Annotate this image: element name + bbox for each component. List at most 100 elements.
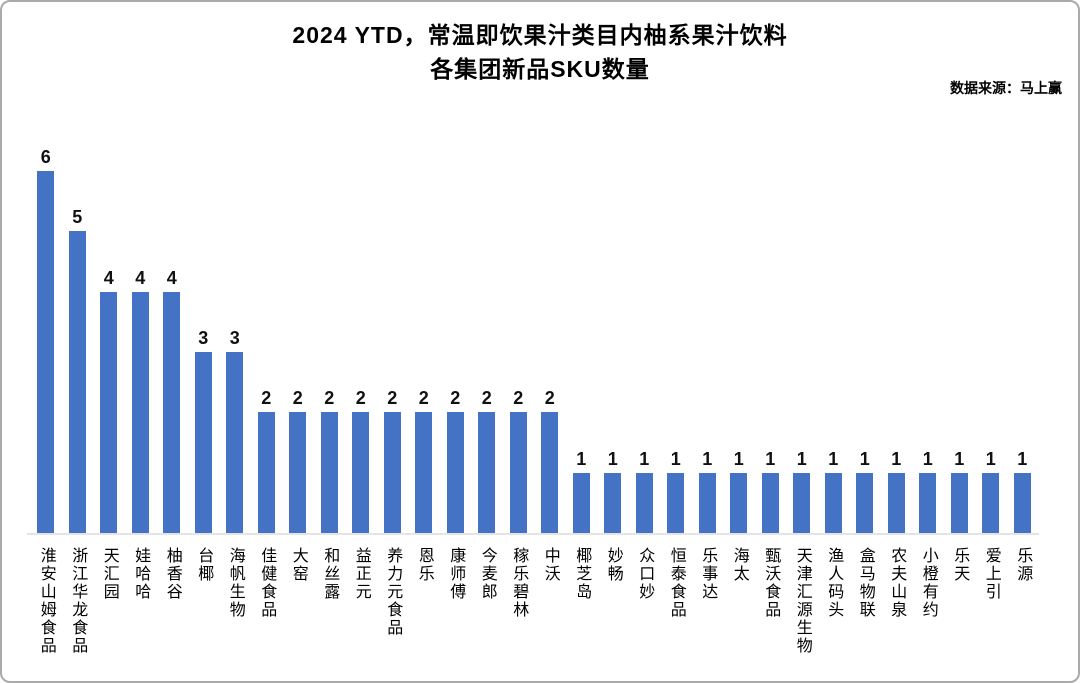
bar xyxy=(163,292,181,533)
bar xyxy=(541,412,559,533)
bar-value-label: 4 xyxy=(166,268,177,288)
bar-value-label: 2 xyxy=(292,388,303,408)
bar xyxy=(730,473,748,533)
data-source-note: 数据来源：马上赢 xyxy=(950,82,1062,97)
bar-column: 1 xyxy=(755,142,787,533)
bar xyxy=(100,292,118,533)
category-label: 康师傅 xyxy=(447,547,465,601)
category-label-cell: 妙畅 xyxy=(597,547,629,655)
bar-column: 3 xyxy=(188,142,220,533)
category-label: 恒泰食品 xyxy=(667,547,685,619)
category-label: 佳健食品 xyxy=(258,547,276,619)
category-label-cell: 佳健食品 xyxy=(251,547,283,655)
bar-column: 1 xyxy=(818,142,850,533)
bar-value-label: 1 xyxy=(891,449,902,469)
bar-column: 6 xyxy=(30,142,62,533)
bar-column: 2 xyxy=(408,142,440,533)
category-label-cell: 大窑 xyxy=(282,547,314,655)
category-label: 乐源 xyxy=(1014,547,1032,583)
category-label: 浙江华龙食品 xyxy=(69,547,87,655)
bar-value-label: 4 xyxy=(103,268,114,288)
bar xyxy=(68,231,86,533)
bar-value-label: 4 xyxy=(135,268,146,288)
bar-value-label: 2 xyxy=(544,388,555,408)
category-label-cell: 天汇园 xyxy=(93,547,125,655)
category-label: 恩乐 xyxy=(415,547,433,583)
bar-value-label: 1 xyxy=(733,449,744,469)
bar-value-label: 3 xyxy=(198,328,209,348)
bar xyxy=(919,473,937,533)
bar-column: 1 xyxy=(975,142,1007,533)
bar xyxy=(131,292,149,533)
bar-value-label: 2 xyxy=(261,388,272,408)
bar xyxy=(257,412,275,533)
bar xyxy=(856,473,874,533)
category-label-cell: 农夫山泉 xyxy=(881,547,913,655)
bar-column: 4 xyxy=(156,142,188,533)
bar-value-label: 1 xyxy=(639,449,650,469)
bar-value-label: 1 xyxy=(1017,449,1028,469)
chart-title-line2: 各集团新品SKU数量 xyxy=(430,56,650,82)
category-label-cell: 今麦郎 xyxy=(471,547,503,655)
category-label-cell: 恩乐 xyxy=(408,547,440,655)
bar-value-label: 2 xyxy=(450,388,461,408)
bar xyxy=(761,473,779,533)
bar-column: 2 xyxy=(503,142,535,533)
bar xyxy=(320,412,338,533)
bar-value-label: 2 xyxy=(355,388,366,408)
bar-value-label: 1 xyxy=(828,449,839,469)
bar-column: 1 xyxy=(944,142,976,533)
category-label-cell: 台椰 xyxy=(188,547,220,655)
category-label-cell: 天津汇源生物 xyxy=(786,547,818,655)
category-label: 渔人码头 xyxy=(825,547,843,619)
category-label-cell: 稼乐碧林 xyxy=(503,547,535,655)
bar xyxy=(604,473,622,533)
category-label-cell: 渔人码头 xyxy=(818,547,850,655)
category-label: 柚香谷 xyxy=(163,547,181,601)
chart-title: 2024 YTD，常温即饮果汁类目内柚系果汁饮料 各集团新品SKU数量 xyxy=(2,18,1078,86)
bar-value-label: 1 xyxy=(859,449,870,469)
chart-title-line1: 2024 YTD，常温即饮果汁类目内柚系果汁饮料 xyxy=(292,22,788,48)
bar-column: 1 xyxy=(660,142,692,533)
bar xyxy=(887,473,905,533)
category-label-cell: 爱上引 xyxy=(975,547,1007,655)
bar-column: 2 xyxy=(282,142,314,533)
bar xyxy=(793,473,811,533)
bar-column: 2 xyxy=(345,142,377,533)
category-label: 甄沃食品 xyxy=(762,547,780,619)
category-label-cell: 椰芝岛 xyxy=(566,547,598,655)
category-label: 海帆生物 xyxy=(226,547,244,619)
bar-value-label: 2 xyxy=(387,388,398,408)
category-label-cell: 和丝露 xyxy=(314,547,346,655)
category-label-cell: 恒泰食品 xyxy=(660,547,692,655)
category-label-cell: 娃哈哈 xyxy=(125,547,157,655)
category-label-cell: 海太 xyxy=(723,547,755,655)
category-label: 淮安山姆食品 xyxy=(37,547,55,655)
bar-column: 2 xyxy=(251,142,283,533)
bar-value-label: 1 xyxy=(607,449,618,469)
category-label: 中沃 xyxy=(541,547,559,583)
bar-value-label: 6 xyxy=(40,147,51,167)
x-axis-labels: 淮安山姆食品 浙江华龙食品 天汇园 娃哈哈 柚香谷 台椰 海帆生物 佳健食品 大窑 和丝露 益正元养… xyxy=(30,547,1038,655)
bar-column: 1 xyxy=(692,142,724,533)
category-label-cell: 益正元 xyxy=(345,547,377,655)
bar-value-label: 2 xyxy=(513,388,524,408)
bar-column: 1 xyxy=(1007,142,1039,533)
category-label: 稼乐碧林 xyxy=(510,547,528,619)
category-label: 和丝露 xyxy=(321,547,339,601)
bar-value-label: 2 xyxy=(324,388,335,408)
category-label-cell: 众口妙 xyxy=(629,547,661,655)
bar-value-label: 1 xyxy=(576,449,587,469)
bar-value-label: 1 xyxy=(954,449,965,469)
bar-value-label: 1 xyxy=(702,449,713,469)
bar xyxy=(289,412,307,533)
category-label-cell: 乐事达 xyxy=(692,547,724,655)
category-label-cell: 康师傅 xyxy=(440,547,472,655)
category-label: 海太 xyxy=(730,547,748,583)
bar-value-label: 1 xyxy=(922,449,933,469)
category-label-cell: 海帆生物 xyxy=(219,547,251,655)
category-label: 今麦郎 xyxy=(478,547,496,601)
bar-column: 1 xyxy=(629,142,661,533)
category-label-cell: 柚香谷 xyxy=(156,547,188,655)
